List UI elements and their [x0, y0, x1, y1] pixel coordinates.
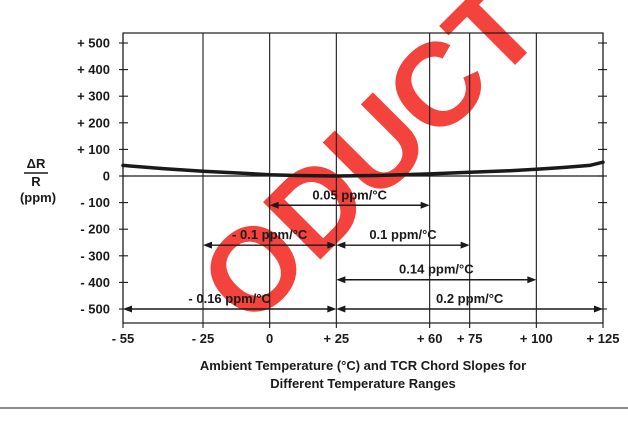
annotation-arrowhead-right-2 — [460, 241, 470, 249]
x-tick-label: - 55 — [112, 331, 134, 346]
annotation-arrowhead-left-4 — [123, 305, 132, 313]
series-line — [121, 160, 605, 178]
y-tick-label: - 100 — [80, 195, 110, 210]
annotation-label: 0.05 ppm/°C — [312, 187, 387, 202]
y-tick-label: + 400 — [77, 62, 110, 77]
annotation-arrowhead-left-0 — [269, 201, 279, 209]
tcr-chord-annotations: 0.05 ppm/°C - 0.1 ppm/°C 0.1 ppm/°C 0.14 pp… — [123, 187, 603, 313]
annotation-arrowhead-left-3 — [336, 276, 346, 284]
annotation-label: 0.14 ppm/°C — [399, 262, 474, 277]
annotation-arrowhead-right-0 — [420, 201, 430, 209]
x-tick-label: + 60 — [417, 331, 443, 346]
x-axis-title-line-1: Ambient Temperature (°C) and TCR Chord S… — [200, 358, 526, 373]
x-tick-label: + 25 — [323, 331, 349, 346]
y-tick-label: + 300 — [77, 89, 110, 104]
y-axis-label: ΔR R (ppm) — [20, 156, 56, 205]
y-tick-label: - 300 — [80, 248, 110, 263]
y-axis: + 500 + 400 + 300 + 200 + 100 0 - 100 - 200 - 30… — [77, 36, 607, 317]
y-label-numerator: ΔR — [27, 156, 46, 171]
x-tick-label: + 100 — [520, 331, 553, 346]
x-tick-label: + 75 — [457, 331, 483, 346]
x-tick-label: - 25 — [192, 331, 214, 346]
annotation-arrowhead-right-3 — [527, 276, 537, 284]
annotation-arrowhead-right-5 — [594, 305, 603, 313]
annotation-arrowhead-left-1 — [203, 241, 212, 249]
annotation-label: - 0.16 ppm/°C — [188, 291, 271, 306]
annotation-label: 0.2 ppm/°C — [436, 291, 504, 306]
x-tick-label: 0 — [266, 331, 273, 346]
annotation-label: - 0.1 ppm/°C — [232, 227, 308, 242]
annotation-arrowhead-left-5 — [336, 305, 346, 313]
y-tick-label: + 500 — [77, 36, 110, 51]
y-label-denominator: R — [31, 174, 41, 189]
y-label-unit: (ppm) — [20, 190, 56, 205]
x-axis-title-line-2: Different Temperature Ranges — [270, 376, 455, 391]
y-tick-label: - 500 — [80, 302, 110, 317]
x-tick-label: + 125 — [587, 331, 620, 346]
y-tick-label: + 200 — [77, 115, 110, 130]
y-tick-label: - 200 — [80, 222, 110, 237]
y-tick-label: 0 — [103, 169, 110, 184]
y-tick-label: + 100 — [77, 142, 110, 157]
temperature-gridlines — [122, 33, 604, 323]
annotation-arrowhead-right-4 — [327, 305, 337, 313]
x-axis: - 55 - 25 0 + 25 + 60 + 75 + 100 + 125 — [112, 323, 620, 346]
y-tick-label: - 400 — [80, 275, 110, 290]
annotation-arrowhead-right-1 — [327, 241, 337, 249]
annotation-label: 0.1 ppm/°C — [369, 227, 437, 242]
annotation-arrowhead-left-2 — [336, 241, 346, 249]
